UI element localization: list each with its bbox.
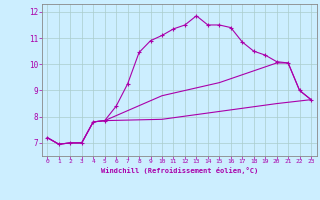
- X-axis label: Windchill (Refroidissement éolien,°C): Windchill (Refroidissement éolien,°C): [100, 167, 258, 174]
